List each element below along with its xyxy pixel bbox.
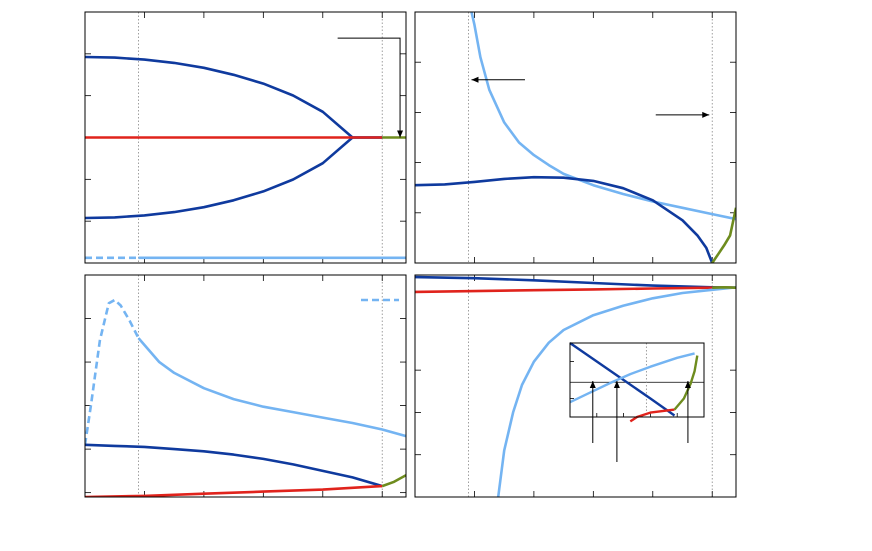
inset-series-olive_green [673,355,699,411]
series-group [415,275,736,497]
plot-frame [84,274,407,498]
panel-top-left [84,11,407,264]
inset-series-light_blue [569,352,695,404]
series-line-olive_green [711,207,736,263]
annotation-arrowhead [702,111,710,118]
series-group [85,55,406,260]
series-line-dark_blue [415,175,714,263]
series-line-olive_green [381,474,406,488]
series-line-light_blue [470,12,736,221]
inset-pointer-arrowhead [613,381,620,388]
plot-frame [414,274,737,498]
panel-top-right [414,11,737,264]
series-line-light_blue [137,337,406,438]
inset-pointer-arrowhead [684,381,691,388]
series-group [85,298,406,497]
inset-plot [569,342,705,462]
panel-bottom-left [84,274,407,498]
inset-pointer-arrowhead [589,381,596,388]
series-line-light_blue-dashed [85,298,140,445]
inset-background [570,343,704,417]
plot-frame [414,11,737,264]
panel-bottom-right [414,274,737,498]
series-line-red [85,484,383,497]
series-line-light_blue [496,286,736,497]
inset-series-red [629,408,675,423]
series-line-dark_blue [415,275,736,289]
series-group [415,12,736,263]
annotation-elbow-arrow [337,37,401,138]
plot-frame [84,11,407,264]
series-line-dark_blue [85,136,383,220]
inset-series-dark_blue [569,342,676,417]
series-line-dark_blue [85,55,383,139]
annotation-arrowhead [397,130,404,138]
annotation-arrowhead [471,76,479,83]
inset-frame [569,342,705,418]
series-line-dark_blue [85,443,383,488]
